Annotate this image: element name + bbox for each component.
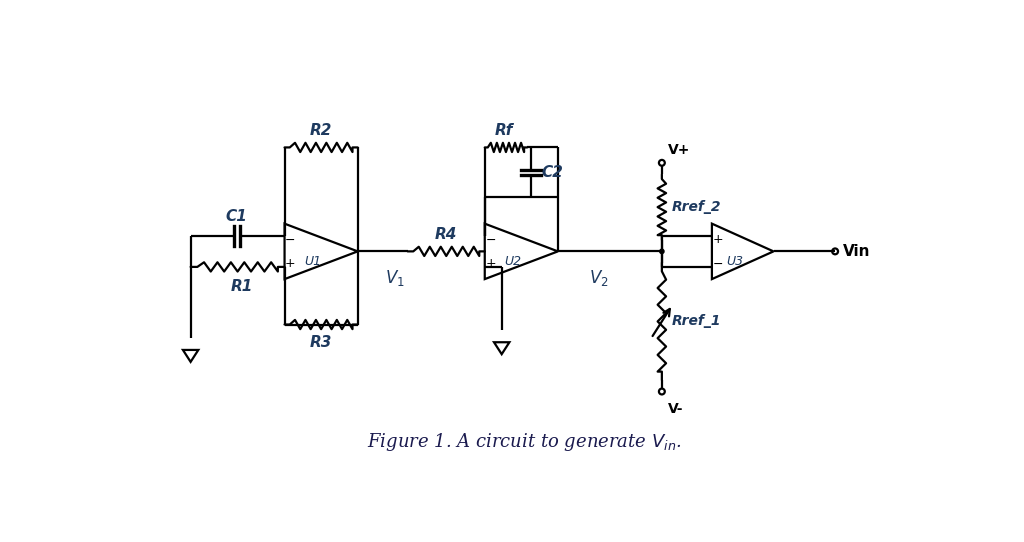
Text: Figure 1. A circuit to generate $V_{in}$.: Figure 1. A circuit to generate $V_{in}$… (368, 431, 682, 453)
Text: V-: V- (668, 402, 684, 416)
Text: U2: U2 (504, 255, 521, 268)
Text: C2: C2 (541, 165, 563, 180)
Text: $-$: $-$ (285, 233, 296, 246)
Text: U1: U1 (304, 255, 321, 268)
Text: Rref_2: Rref_2 (672, 200, 721, 214)
Text: $-$: $-$ (712, 257, 723, 270)
Text: $V_2$: $V_2$ (589, 268, 608, 288)
Text: R1: R1 (230, 279, 253, 294)
Text: Vin: Vin (843, 244, 870, 259)
Text: Rf: Rf (495, 123, 513, 138)
Text: $V_1$: $V_1$ (385, 268, 404, 288)
Text: R3: R3 (310, 335, 333, 350)
Text: V+: V+ (668, 143, 690, 157)
Text: R2: R2 (310, 123, 333, 138)
Text: R4: R4 (435, 227, 458, 242)
Text: C1: C1 (226, 209, 248, 223)
Text: Rref_1: Rref_1 (672, 314, 721, 328)
Text: $+$: $+$ (484, 257, 496, 270)
Text: U3: U3 (727, 255, 743, 268)
Circle shape (659, 249, 664, 254)
Text: $+$: $+$ (285, 257, 296, 270)
Text: $-$: $-$ (484, 233, 496, 246)
Text: $+$: $+$ (712, 233, 723, 246)
